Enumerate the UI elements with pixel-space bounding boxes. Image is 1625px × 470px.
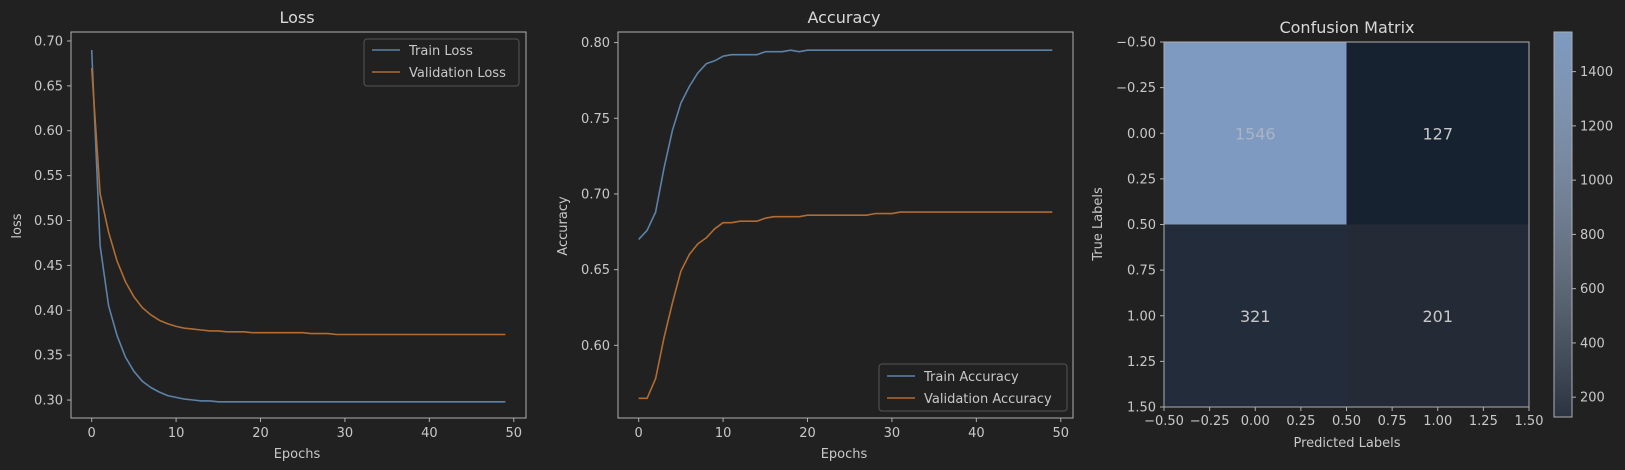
accuracy-series-train-line — [638, 49, 1053, 240]
accuracy-chart-legend: Train Accuracy Validation Accuracy — [878, 363, 1068, 412]
accuracy-ytick-label: 0.65 — [581, 263, 610, 278]
accuracy-ytick-label: 0.75 — [581, 112, 610, 127]
loss-legend-train-label: Train Loss — [408, 44, 473, 59]
confusion-matrix-chart: Confusion Matrix Predicted Labels True L… — [1091, 18, 1543, 451]
confusion-ytick-label: 1.50 — [1127, 401, 1156, 416]
confusion-xtick-label: 0.00 — [1241, 414, 1270, 429]
loss-ytick-label: 0.60 — [34, 124, 63, 139]
confusion-ytick-label: 1.00 — [1127, 309, 1156, 324]
loss-ytick-label: 0.45 — [34, 259, 63, 274]
loss-ytick-label: 0.30 — [34, 394, 63, 409]
confusion-cell — [1346, 42, 1529, 225]
confusion-xtick-label: 1.50 — [1515, 414, 1544, 429]
loss-series-validation-line — [90, 67, 506, 336]
loss-legend-validation-label: Validation Loss — [409, 66, 506, 81]
loss-chart-xlabel: Epochs — [274, 447, 321, 462]
confusion-xtick-label: 1.00 — [1423, 414, 1452, 429]
loss-legend-box — [363, 38, 520, 87]
confusion-matrix-ylabel: True Labels — [1091, 187, 1106, 262]
loss-chart: Loss Epochs loss 0 10 20 30 40 50 0.30 0.35 0.40… — [10, 8, 527, 462]
accuracy-chart: Accuracy Epochs Accuracy 0 10 20 30 40 50 0.60… — [556, 8, 1074, 462]
confusion-matrix-frame — [1163, 41, 1530, 408]
loss-chart-ticks: 0 10 20 30 40 50 0.30 0.35 0.40 0.45 0.50 0.55 0.60 0… — [34, 34, 522, 441]
accuracy-chart-frame — [617, 31, 1074, 419]
loss-xtick-label: 20 — [252, 426, 269, 441]
accuracy-chart-xlabel: Epochs — [821, 447, 868, 462]
confusion-xtick-label: −0.25 — [1190, 414, 1230, 429]
loss-chart-title: Loss — [279, 8, 314, 27]
accuracy-ytick-label: 0.60 — [581, 339, 610, 354]
accuracy-legend-train-label: Train Accuracy — [923, 370, 1019, 385]
confusion-ytick-label: 0.50 — [1127, 218, 1156, 233]
accuracy-chart-lines — [638, 49, 1053, 400]
loss-xtick-label: 10 — [168, 426, 185, 441]
loss-chart-frame — [70, 31, 527, 419]
confusion-ytick-label: −0.25 — [1116, 81, 1156, 96]
confusion-cell-value: 321 — [1240, 307, 1271, 326]
colorbar: 200 400 600 800 1000 1200 1400 — [1553, 31, 1613, 418]
colorbar-tick-label: 1000 — [1580, 174, 1613, 189]
colorbar-tick-label: 1200 — [1580, 119, 1613, 134]
loss-ytick-label: 0.35 — [34, 349, 63, 364]
loss-chart-ylabel: loss — [10, 213, 25, 238]
accuracy-xtick-label: 0 — [635, 426, 643, 441]
loss-ytick-label: 0.40 — [34, 304, 63, 319]
accuracy-ytick-label: 0.80 — [581, 36, 610, 51]
loss-series-train-line — [90, 49, 506, 403]
accuracy-xtick-label: 10 — [715, 426, 732, 441]
confusion-xtick-label: 0.75 — [1378, 414, 1407, 429]
colorbar-tick-label: 400 — [1580, 336, 1605, 351]
colorbar-gradient — [1554, 32, 1572, 417]
loss-ytick-label: 0.55 — [34, 169, 63, 184]
confusion-cell — [1164, 224, 1347, 407]
confusion-cell — [1164, 42, 1347, 225]
colorbar-tick-label: 200 — [1580, 391, 1605, 406]
colorbar-tick-label: 800 — [1580, 228, 1605, 243]
loss-xtick-label: 50 — [505, 426, 522, 441]
confusion-matrix-ticks: −0.50 −0.25 0.00 0.25 0.50 0.75 1.00 1.25 1.50−0… — [1116, 36, 1543, 430]
loss-chart-lines — [90, 49, 506, 403]
colorbar-frame — [1553, 31, 1573, 418]
accuracy-chart-title: Accuracy — [807, 8, 880, 27]
colorbar-tick-label: 1400 — [1580, 65, 1613, 80]
loss-xtick-label: 0 — [88, 426, 96, 441]
confusion-ytick-label: −0.50 — [1116, 36, 1156, 51]
colorbar-ticks: 200 400 600 800 1000 1200 1400 — [1572, 65, 1613, 406]
accuracy-ytick-label: 0.70 — [581, 187, 610, 202]
colorbar-tick-label: 600 — [1580, 282, 1605, 297]
accuracy-xtick-label: 30 — [884, 426, 901, 441]
confusion-xtick-label: 0.50 — [1332, 414, 1361, 429]
confusion-cell-value: 201 — [1422, 307, 1453, 326]
confusion-cell — [1346, 224, 1529, 407]
loss-xtick-label: 30 — [337, 426, 354, 441]
accuracy-xtick-label: 50 — [1052, 426, 1069, 441]
loss-chart-legend: Train Loss Validation Loss — [363, 38, 520, 87]
accuracy-legend-box — [878, 363, 1068, 412]
confusion-matrix-cells: 1546 127 321 201 — [1164, 42, 1529, 407]
accuracy-chart-ticks: 0 10 20 30 40 50 0.60 0.65 0.70 0.75 0.80 — [581, 36, 1069, 441]
confusion-ytick-label: 0.25 — [1127, 172, 1156, 187]
loss-ytick-label: 0.50 — [34, 214, 63, 229]
confusion-xtick-label: 0.25 — [1286, 414, 1315, 429]
accuracy-xtick-label: 40 — [968, 426, 985, 441]
confusion-ytick-label: 0.00 — [1127, 127, 1156, 142]
accuracy-chart-ylabel: Accuracy — [556, 196, 571, 256]
accuracy-legend-validation-label: Validation Accuracy — [924, 392, 1052, 407]
confusion-matrix-title: Confusion Matrix — [1279, 18, 1414, 37]
confusion-cell-value: 1546 — [1235, 124, 1276, 143]
accuracy-xtick-label: 20 — [799, 426, 816, 441]
accuracy-series-validation-line — [638, 211, 1053, 400]
confusion-matrix-xlabel: Predicted Labels — [1293, 436, 1400, 451]
confusion-xtick-label: 1.25 — [1469, 414, 1498, 429]
loss-ytick-label: 0.65 — [34, 79, 63, 94]
confusion-ytick-label: 1.25 — [1127, 355, 1156, 370]
loss-ytick-label: 0.70 — [34, 34, 63, 49]
confusion-cell-value: 127 — [1422, 124, 1453, 143]
loss-xtick-label: 40 — [421, 426, 438, 441]
confusion-xtick-label: −0.50 — [1144, 414, 1184, 429]
confusion-ytick-label: 0.75 — [1127, 264, 1156, 279]
